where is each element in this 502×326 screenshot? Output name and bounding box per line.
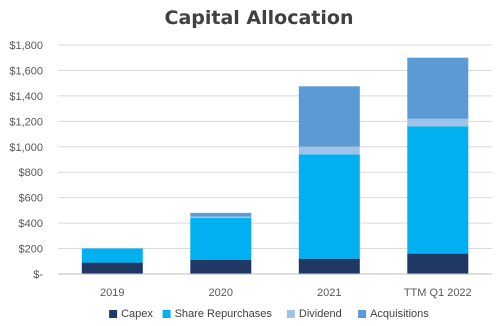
- legend-label: Share Repurchases: [175, 308, 273, 320]
- x-tick-label: 2019: [100, 287, 124, 299]
- y-tick-label: $1,000: [9, 142, 43, 154]
- bars: [81, 57, 469, 274]
- legend-swatch: [109, 310, 118, 318]
- legend-swatch: [358, 310, 367, 318]
- bar-segment-share-repurchases: [190, 218, 252, 260]
- chart-title: Capital Allocation: [165, 7, 354, 29]
- bar-segment-acquisitions: [407, 57, 469, 119]
- bar-segment-acquisitions: [298, 86, 360, 147]
- y-tick-label: $1,400: [9, 91, 43, 103]
- y-tick-label: $1,200: [9, 116, 43, 128]
- bar-segment-share-repurchases: [298, 154, 360, 259]
- y-tick-label: $200: [19, 244, 43, 256]
- legend-swatch: [286, 310, 295, 318]
- y-tick-label: $1,800: [9, 40, 43, 52]
- x-tick-label: 2021: [317, 287, 341, 299]
- axes: $- $200 $400 $600 $800 $1,000 $1,200 $1,400 $1,6…: [9, 40, 492, 299]
- y-tick-label: $600: [19, 193, 43, 205]
- bar-segment-dividend: [81, 247, 143, 249]
- bar-segment-dividend: [407, 118, 469, 127]
- bar-segment-dividend: [298, 146, 360, 155]
- y-tick-label: $-: [33, 269, 43, 281]
- bar-segment-share-repurchases: [407, 126, 469, 254]
- bar-segment-capex: [298, 258, 360, 274]
- bar-segment-capex: [190, 260, 252, 274]
- y-tick-label: $400: [19, 218, 43, 230]
- legend: Capex Share Repurchases Dividend Acquisitio…: [109, 308, 429, 320]
- legend-label: Dividend: [299, 308, 342, 320]
- y-tick-label: $1,600: [9, 65, 43, 77]
- bar-segment-acquisitions: [190, 212, 252, 217]
- bar-segment-capex: [407, 253, 469, 274]
- bar-segment-share-repurchases: [81, 248, 143, 263]
- x-tick-label: TTM Q1 2022: [404, 287, 472, 299]
- bar-segment-capex: [81, 262, 143, 274]
- x-tick-label: 2020: [209, 287, 233, 299]
- bar-segment-dividend: [190, 216, 252, 219]
- y-tick-label: $800: [19, 167, 43, 179]
- gridlines: [58, 44, 492, 250]
- legend-label: Acquisitions: [370, 308, 429, 320]
- legend-swatch: [162, 310, 171, 318]
- legend-label: Capex: [121, 308, 153, 320]
